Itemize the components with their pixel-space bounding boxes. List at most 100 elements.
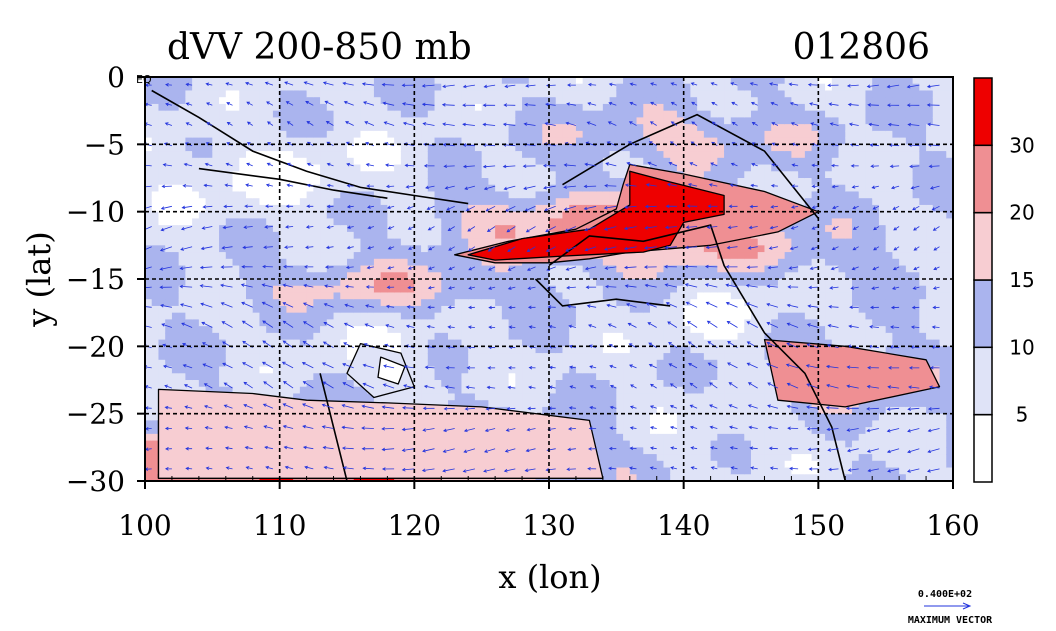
field-cell [347, 171, 355, 179]
field-cell [602, 299, 611, 307]
field-cell [488, 184, 496, 193]
field-cell [589, 124, 597, 132]
field-cell [252, 305, 261, 314]
field-cell [192, 198, 200, 206]
field-cell [286, 83, 294, 92]
field-cell [185, 265, 193, 273]
field-cell [643, 305, 651, 314]
field-cell [373, 252, 382, 260]
field-cell [582, 144, 590, 152]
field-cell [380, 258, 388, 267]
field-cell [353, 299, 362, 307]
field-cell [522, 225, 530, 233]
field-cell [602, 319, 611, 327]
field-cell [575, 359, 584, 368]
field-cell [232, 178, 240, 186]
field-cell [145, 427, 153, 435]
field-cell [212, 191, 220, 199]
field-cell [252, 231, 261, 240]
field-cell [562, 373, 570, 381]
field-cell [340, 238, 348, 246]
field-cell [569, 151, 577, 159]
field-cell [333, 171, 341, 179]
field-cell [488, 110, 496, 118]
field-cell [246, 191, 254, 199]
field-cell [360, 312, 368, 320]
field-cell [293, 77, 301, 85]
field-cell [468, 144, 476, 152]
field-cell [697, 272, 705, 280]
field-cell [158, 252, 166, 260]
field-cell [205, 366, 213, 374]
field-cell [306, 171, 314, 179]
field-cell [145, 474, 153, 481]
field-cell [670, 400, 678, 408]
field-cell [522, 299, 530, 307]
field-cell [279, 373, 287, 381]
field-cell [575, 319, 584, 327]
field-cell [589, 359, 597, 368]
field-cell [272, 265, 281, 273]
field-cell [481, 366, 489, 374]
field-cell [279, 151, 287, 159]
field-cell [656, 447, 665, 455]
field-cell [616, 433, 624, 442]
field-cell [387, 97, 395, 105]
field-cell [643, 332, 651, 341]
field-cell [333, 191, 341, 199]
field-cell [461, 124, 469, 132]
field-cell [272, 198, 281, 206]
field-cell [286, 252, 294, 260]
field-cell [225, 144, 234, 152]
field-cell [178, 178, 186, 186]
field-cell [616, 312, 624, 320]
field-cell [508, 130, 516, 139]
field-cell [454, 164, 463, 172]
field-cell [192, 353, 200, 361]
field-cell [434, 151, 442, 159]
field-cell [508, 386, 516, 395]
field-cell [306, 198, 314, 206]
field-cell [434, 326, 442, 334]
field-cell [602, 103, 611, 112]
field-cell [683, 454, 691, 462]
field-cell [508, 292, 516, 300]
field-cell [508, 366, 516, 374]
field-cell [488, 359, 496, 368]
field-cell [515, 386, 523, 395]
field-cell [151, 420, 160, 428]
field-cell [299, 346, 308, 354]
field-cell [427, 346, 436, 354]
field-cell [387, 346, 395, 354]
field-cell [555, 265, 564, 273]
field-cell [481, 272, 489, 280]
field-cell [394, 191, 402, 199]
field-cell [320, 137, 328, 145]
field-cell [178, 218, 186, 226]
field-cell [535, 285, 543, 294]
field-cell [340, 164, 348, 172]
field-cell [387, 204, 395, 213]
field-cell [145, 272, 153, 280]
field-cell [575, 137, 584, 145]
field-cell [676, 393, 685, 401]
field-cell [151, 386, 160, 395]
field-cell [380, 90, 388, 98]
field-cell [145, 332, 153, 341]
field-cell [306, 83, 314, 92]
field-cell [360, 137, 368, 145]
field-cell [481, 380, 489, 388]
field-cell [562, 380, 570, 388]
field-cell [151, 124, 160, 132]
field-cell [400, 353, 409, 361]
field-cell [562, 386, 570, 395]
field-cell [650, 124, 658, 132]
field-cell [320, 319, 328, 327]
field-cell [158, 339, 166, 347]
field-cell [400, 117, 409, 125]
field-cell [266, 339, 274, 347]
field-cell [569, 157, 577, 166]
field-cell [400, 319, 409, 327]
field-cell [272, 332, 281, 341]
field-cell [421, 137, 429, 145]
